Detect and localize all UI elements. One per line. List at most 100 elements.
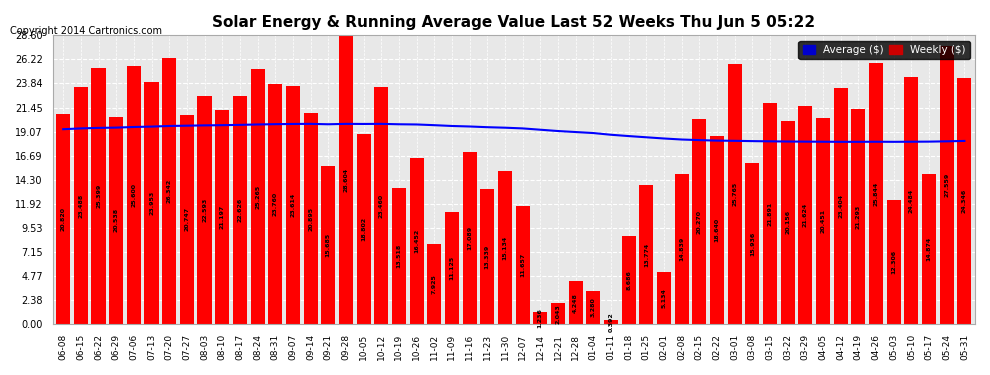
Bar (145, 82, 158, 324)
Bar (162, 58, 176, 324)
Bar (74, 87, 88, 324)
Text: 23.488: 23.488 (78, 194, 83, 217)
Text: 25.399: 25.399 (96, 184, 101, 208)
Bar (904, 77, 919, 324)
Text: 14.874: 14.874 (927, 237, 932, 261)
Bar (604, 320, 618, 324)
Text: 21.293: 21.293 (856, 204, 861, 229)
Bar (180, 115, 194, 324)
Bar (462, 152, 477, 324)
Text: 23.614: 23.614 (290, 193, 295, 217)
Bar (304, 113, 318, 324)
Text: 25.265: 25.265 (255, 184, 260, 209)
Bar (356, 134, 370, 324)
Bar (321, 166, 336, 324)
Bar (816, 118, 830, 324)
Bar (109, 117, 124, 324)
Text: 13.339: 13.339 (485, 244, 490, 269)
Bar (445, 212, 459, 324)
Text: 24.346: 24.346 (962, 189, 967, 213)
Bar (586, 291, 600, 324)
Bar (887, 200, 901, 324)
Text: 18.802: 18.802 (361, 217, 366, 241)
Text: 13.774: 13.774 (644, 242, 648, 267)
Bar (851, 109, 865, 324)
Text: 20.538: 20.538 (114, 208, 119, 232)
Text: 20.895: 20.895 (308, 207, 313, 231)
Text: 21.624: 21.624 (803, 203, 808, 227)
Text: 20.270: 20.270 (697, 210, 702, 234)
Text: 13.518: 13.518 (396, 244, 401, 268)
Text: 25.844: 25.844 (873, 182, 878, 206)
Text: 18.640: 18.640 (715, 218, 720, 242)
Bar (127, 66, 141, 324)
Bar (215, 110, 230, 324)
Bar (250, 69, 264, 324)
Text: 17.089: 17.089 (467, 226, 472, 250)
Text: 25.600: 25.600 (132, 183, 137, 207)
Title: Solar Energy & Running Average Value Last 52 Weeks Thu Jun 5 05:22: Solar Energy & Running Average Value Las… (212, 15, 816, 30)
Bar (286, 86, 300, 324)
Bar (428, 244, 442, 324)
Bar (869, 63, 883, 324)
Text: 20.747: 20.747 (184, 207, 189, 231)
Bar (763, 103, 777, 324)
Bar (268, 84, 282, 324)
Text: 8.686: 8.686 (626, 270, 632, 290)
Text: 28.604: 28.604 (344, 168, 348, 192)
Text: 25.765: 25.765 (733, 182, 738, 206)
Text: 27.559: 27.559 (944, 173, 949, 197)
Bar (728, 64, 742, 324)
Text: 21.197: 21.197 (220, 205, 225, 229)
Text: 1.236: 1.236 (538, 308, 543, 328)
Text: 14.839: 14.839 (679, 237, 684, 261)
Text: 23.760: 23.760 (273, 192, 278, 216)
Text: 15.685: 15.685 (326, 233, 331, 257)
Bar (392, 188, 406, 324)
Text: 3.280: 3.280 (591, 298, 596, 317)
Text: 23.460: 23.460 (379, 194, 384, 217)
Text: 22.626: 22.626 (238, 198, 243, 222)
Text: 0.392: 0.392 (609, 312, 614, 332)
Text: 2.043: 2.043 (555, 304, 560, 324)
Text: 26.342: 26.342 (166, 179, 171, 203)
Text: Copyright 2014 Cartronics.com: Copyright 2014 Cartronics.com (10, 26, 162, 36)
Text: 11.125: 11.125 (449, 256, 454, 280)
Bar (56, 114, 70, 324)
Bar (692, 119, 707, 324)
Text: 15.936: 15.936 (749, 231, 754, 256)
Text: 11.657: 11.657 (520, 253, 525, 278)
Text: 16.452: 16.452 (414, 229, 419, 253)
Text: 5.134: 5.134 (661, 288, 666, 308)
Text: 7.925: 7.925 (432, 274, 437, 294)
Bar (498, 171, 512, 324)
Legend: Average ($), Weekly ($): Average ($), Weekly ($) (799, 40, 970, 59)
Text: 23.404: 23.404 (839, 194, 843, 218)
Bar (91, 68, 106, 324)
Text: 12.306: 12.306 (891, 250, 896, 274)
Bar (480, 189, 494, 324)
Bar (922, 174, 937, 324)
Text: 23.953: 23.953 (149, 191, 154, 215)
Text: 4.248: 4.248 (573, 292, 578, 312)
Text: 20.451: 20.451 (821, 209, 826, 233)
Bar (657, 272, 671, 324)
Bar (374, 87, 388, 324)
Bar (834, 88, 847, 324)
Text: 20.820: 20.820 (60, 207, 65, 231)
Bar (339, 35, 353, 324)
Bar (940, 46, 953, 324)
Text: 15.134: 15.134 (503, 236, 508, 260)
Bar (568, 281, 583, 324)
Bar (710, 136, 724, 324)
Bar (957, 78, 971, 324)
Bar (622, 236, 636, 324)
Bar (516, 206, 530, 324)
Bar (534, 312, 547, 324)
Text: 24.484: 24.484 (909, 188, 914, 213)
Bar (410, 158, 424, 324)
Bar (197, 96, 212, 324)
Text: 22.593: 22.593 (202, 198, 207, 222)
Bar (674, 174, 689, 324)
Text: 21.891: 21.891 (767, 201, 772, 226)
